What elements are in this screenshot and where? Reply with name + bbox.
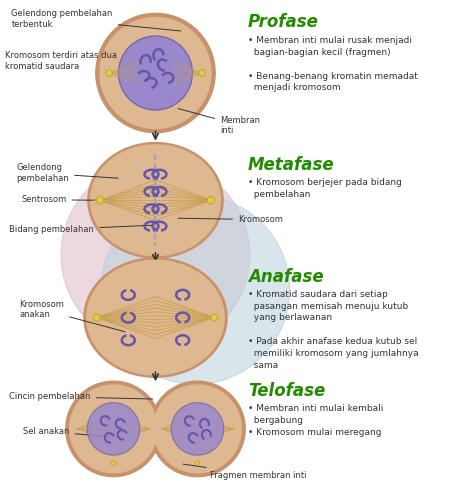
- Ellipse shape: [88, 142, 223, 258]
- Circle shape: [111, 461, 116, 466]
- Text: Profase: Profase: [248, 13, 319, 32]
- Ellipse shape: [84, 258, 227, 377]
- Circle shape: [207, 196, 215, 204]
- Circle shape: [96, 13, 215, 133]
- Text: • Membran inti mulai kembali
  bergabung
• Kromosom mulai meregang: • Membran inti mulai kembali bergabung •…: [248, 404, 383, 436]
- Circle shape: [119, 36, 193, 110]
- Circle shape: [171, 403, 224, 455]
- Text: Fragmen membran inti: Fragmen membran inti: [183, 464, 307, 480]
- Circle shape: [61, 160, 250, 349]
- Circle shape: [199, 69, 205, 76]
- Text: • Kromosom berjejer pada bidang
  pembelahan: • Kromosom berjejer pada bidang pembelah…: [248, 178, 402, 199]
- Text: Kromosom
anakan: Kromosom anakan: [19, 300, 125, 332]
- Circle shape: [154, 385, 241, 473]
- Circle shape: [105, 69, 112, 76]
- Circle shape: [70, 385, 158, 473]
- Circle shape: [93, 314, 100, 321]
- Text: Telofase: Telofase: [248, 382, 325, 400]
- Text: Kromosom: Kromosom: [178, 215, 283, 224]
- Circle shape: [101, 195, 289, 384]
- Text: Sentrosom: Sentrosom: [21, 195, 97, 204]
- Text: Anafase: Anafase: [248, 268, 324, 286]
- Circle shape: [66, 381, 161, 477]
- Text: • Membran inti mulai rusak menjadi
  bagian-bagian kecil (fragmen)

• Benang-ben: • Membran inti mulai rusak menjadi bagia…: [248, 36, 418, 92]
- Ellipse shape: [91, 145, 220, 256]
- Text: Cincin pembelahan: Cincin pembelahan: [9, 392, 153, 401]
- Circle shape: [195, 461, 200, 466]
- Circle shape: [100, 17, 211, 128]
- Circle shape: [96, 196, 104, 204]
- Circle shape: [87, 403, 140, 455]
- Circle shape: [150, 381, 245, 477]
- Text: Sel anakan: Sel anakan: [23, 427, 109, 436]
- Text: Bidang pembelahan: Bidang pembelahan: [9, 225, 153, 234]
- Text: Gelendong pembelahan
terbentuk: Gelendong pembelahan terbentuk: [11, 9, 181, 31]
- Text: Membran
inti: Membran inti: [178, 108, 260, 135]
- Text: Gelendong
pembelahan: Gelendong pembelahan: [16, 163, 118, 183]
- Text: Metafase: Metafase: [248, 156, 334, 174]
- Ellipse shape: [87, 260, 224, 375]
- Circle shape: [210, 314, 218, 321]
- Text: • Kromatid saudara dari setiap
  pasangan memisah menuju kutub
  yang berlawanan: • Kromatid saudara dari setiap pasangan …: [248, 290, 419, 369]
- Text: Kromosom terdiri atas dua
kromatid saudara: Kromosom terdiri atas dua kromatid sauda…: [5, 51, 138, 77]
